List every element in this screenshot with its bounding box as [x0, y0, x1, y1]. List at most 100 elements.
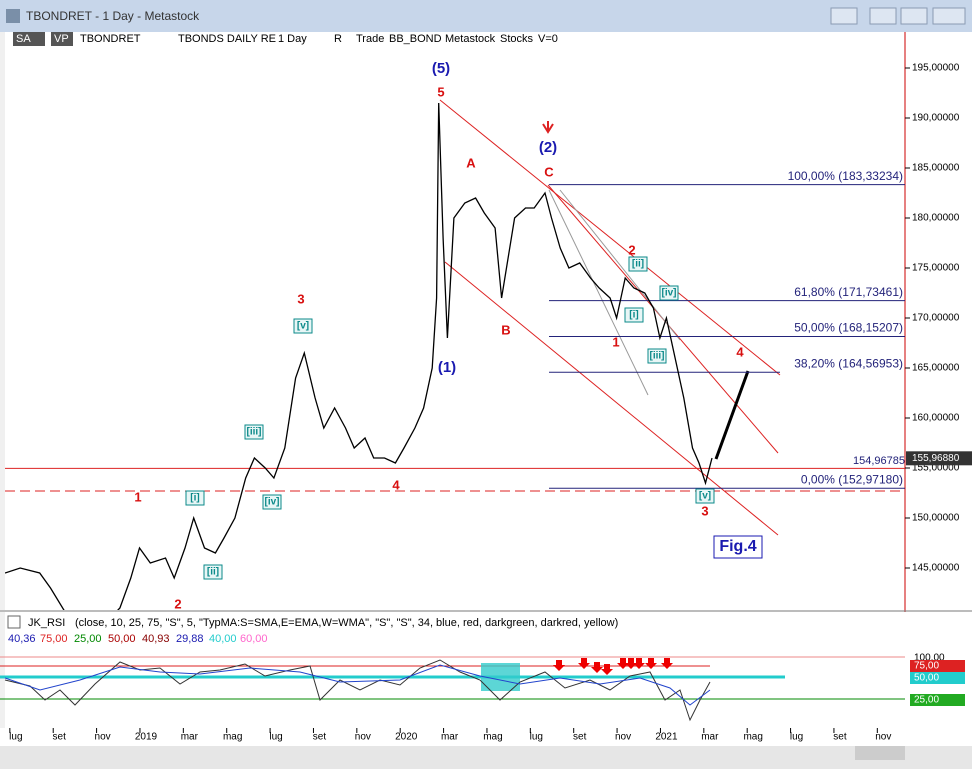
price-axis: [905, 32, 972, 610]
indicator-axis-label: 75,00: [914, 661, 939, 672]
wave-label: B: [501, 322, 510, 337]
wave-box: [185, 490, 205, 506]
fib-label: 0,00% (152,97180): [801, 472, 903, 486]
last-price-label: 155,96880: [912, 453, 960, 464]
trend-line: [559, 189, 681, 341]
window-title: TBONDRET - 1 Day - Metastock: [26, 9, 200, 23]
close-indicator[interactable]: [7, 615, 21, 629]
indicator-pane: [5, 612, 905, 728]
toolbar-item[interactable]: SA: [16, 33, 31, 45]
x-tick-label: lug: [269, 732, 282, 743]
x-tick-label: mar: [181, 732, 199, 743]
x-tick-label: mar: [441, 732, 459, 743]
wave-label: [ii]: [207, 567, 219, 578]
indicator-readings: 40,36 75,00 25,00 50,00 40,93 29,88 40,00 60,00: [8, 633, 268, 645]
minimize-button[interactable]: [869, 7, 897, 25]
toolbar-button[interactable]: [51, 32, 73, 46]
x-tick-label: lug: [530, 732, 543, 743]
x-tick-label: nov: [615, 732, 631, 743]
app-icon: [6, 9, 20, 23]
wave-label: A: [466, 155, 476, 170]
indicator-reading: 40,00: [209, 633, 237, 645]
axis-tag: [910, 694, 965, 706]
channel-line: [439, 99, 781, 376]
indicator-reading: 29,88: [176, 633, 204, 645]
toolbar-item[interactable]: V=0: [538, 33, 558, 45]
wave-label: [ii]: [632, 259, 644, 270]
wave-label: [i]: [190, 493, 199, 504]
indicator-axis-label: 25,00: [914, 695, 939, 706]
price-level-label: 154,96785: [853, 455, 905, 467]
wave-label: [iv]: [265, 497, 280, 508]
trend-line: [548, 189, 649, 396]
rsi-arrows: [553, 658, 673, 675]
x-tick-label: mar: [701, 732, 719, 743]
axis-tag: [910, 660, 965, 672]
restore-button[interactable]: [830, 7, 858, 25]
indicator-reading: 60,00: [240, 633, 268, 645]
wave-label: (5): [432, 60, 450, 77]
wave-label: 3: [701, 503, 708, 518]
title-bar: [0, 0, 972, 32]
figure-box: [713, 535, 763, 559]
wave-label: [i]: [629, 310, 638, 321]
indicator-reading: 40,93: [142, 633, 170, 645]
window-buttons[interactable]: [830, 7, 966, 25]
toolbar-item[interactable]: 1 Day: [278, 33, 307, 45]
x-tick-label: lug: [9, 732, 22, 743]
wave-label: 2: [628, 242, 635, 257]
toolbar-item[interactable]: BB_BOND: [389, 33, 442, 45]
y-tick-label: 175,00000: [912, 263, 960, 274]
y-tick-label: 155,00000: [912, 463, 960, 474]
x-tick-label: mag: [743, 732, 762, 743]
y-tick-label: 195,00000: [912, 63, 960, 74]
x-tick-label: mag: [483, 732, 502, 743]
wave-label: (2): [539, 139, 557, 156]
toolbar-item[interactable]: R: [334, 33, 342, 45]
date-axis: [0, 728, 972, 746]
indicator-reading: 50,00: [108, 633, 136, 645]
x-tick-label: nov: [875, 732, 891, 743]
wave-label: [iii]: [650, 351, 665, 362]
toolbar-item[interactable]: TBONDS DAILY RE: [178, 33, 276, 45]
x-tick-label: nov: [95, 732, 111, 743]
wave-label: 2: [174, 596, 181, 611]
wave-box: [624, 307, 644, 323]
toolbar: SA VP TBONDRET TBONDS DAILY RE 1 Day R Trade BB…: [13, 32, 558, 46]
scroll-thumb[interactable]: [855, 746, 905, 760]
wave-box: [659, 285, 679, 301]
wave-label: C: [544, 164, 554, 179]
toolbar-item[interactable]: TBONDRET: [80, 33, 141, 45]
wave-box: [293, 318, 313, 334]
price-pane: [5, 32, 905, 610]
maximize-button[interactable]: [900, 7, 928, 25]
toolbar-item[interactable]: Stocks: [500, 33, 534, 45]
x-tick-label: set: [313, 732, 327, 743]
wave-box: [244, 424, 264, 440]
wave-box: [695, 488, 715, 504]
y-tick-label: 145,00000: [912, 563, 960, 574]
close-button[interactable]: [932, 7, 966, 25]
x-tick-label: 2020: [395, 732, 418, 743]
drawings: [5, 99, 905, 536]
x-tick-label: mag: [223, 732, 242, 743]
indicator-name: JK_RSI: [28, 617, 65, 629]
indicator-axis-label: 100,00: [914, 653, 945, 664]
wave-label: [v]: [297, 321, 309, 332]
x-tick-label: 2019: [135, 732, 158, 743]
wave-label: [v]: [699, 491, 711, 502]
x-tick-label: set: [573, 732, 587, 743]
indicator-reading: 40,36: [8, 633, 36, 645]
toolbar-item[interactable]: Metastock: [445, 33, 496, 45]
toolbar-item[interactable]: VP: [54, 33, 69, 45]
axis-tag: [910, 672, 965, 684]
fib-label: 38,20% (164,56953): [794, 356, 903, 370]
toolbar-item[interactable]: Trade: [356, 33, 384, 45]
x-tick-label: 2021: [655, 732, 678, 743]
rsi-signal: [4, 664, 711, 706]
toolbar-button[interactable]: [13, 32, 45, 46]
scroll-strip: [0, 746, 972, 769]
y-tick-label: 165,00000: [912, 363, 960, 374]
price-line: [5, 102, 713, 610]
